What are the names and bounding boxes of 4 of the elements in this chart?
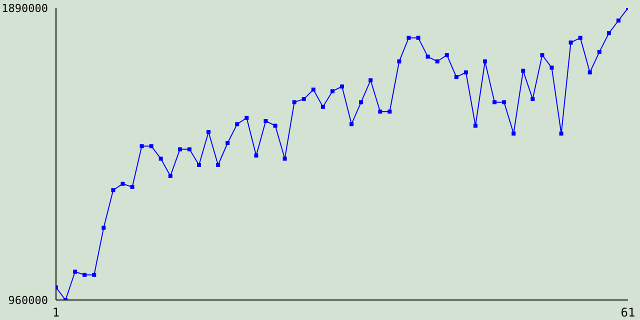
- x-tick-label: 61: [620, 306, 636, 320]
- x-tick-label: 1: [52, 306, 60, 320]
- y-tick-label: 1890000: [2, 2, 48, 15]
- y-tick-label: 960000: [8, 294, 48, 307]
